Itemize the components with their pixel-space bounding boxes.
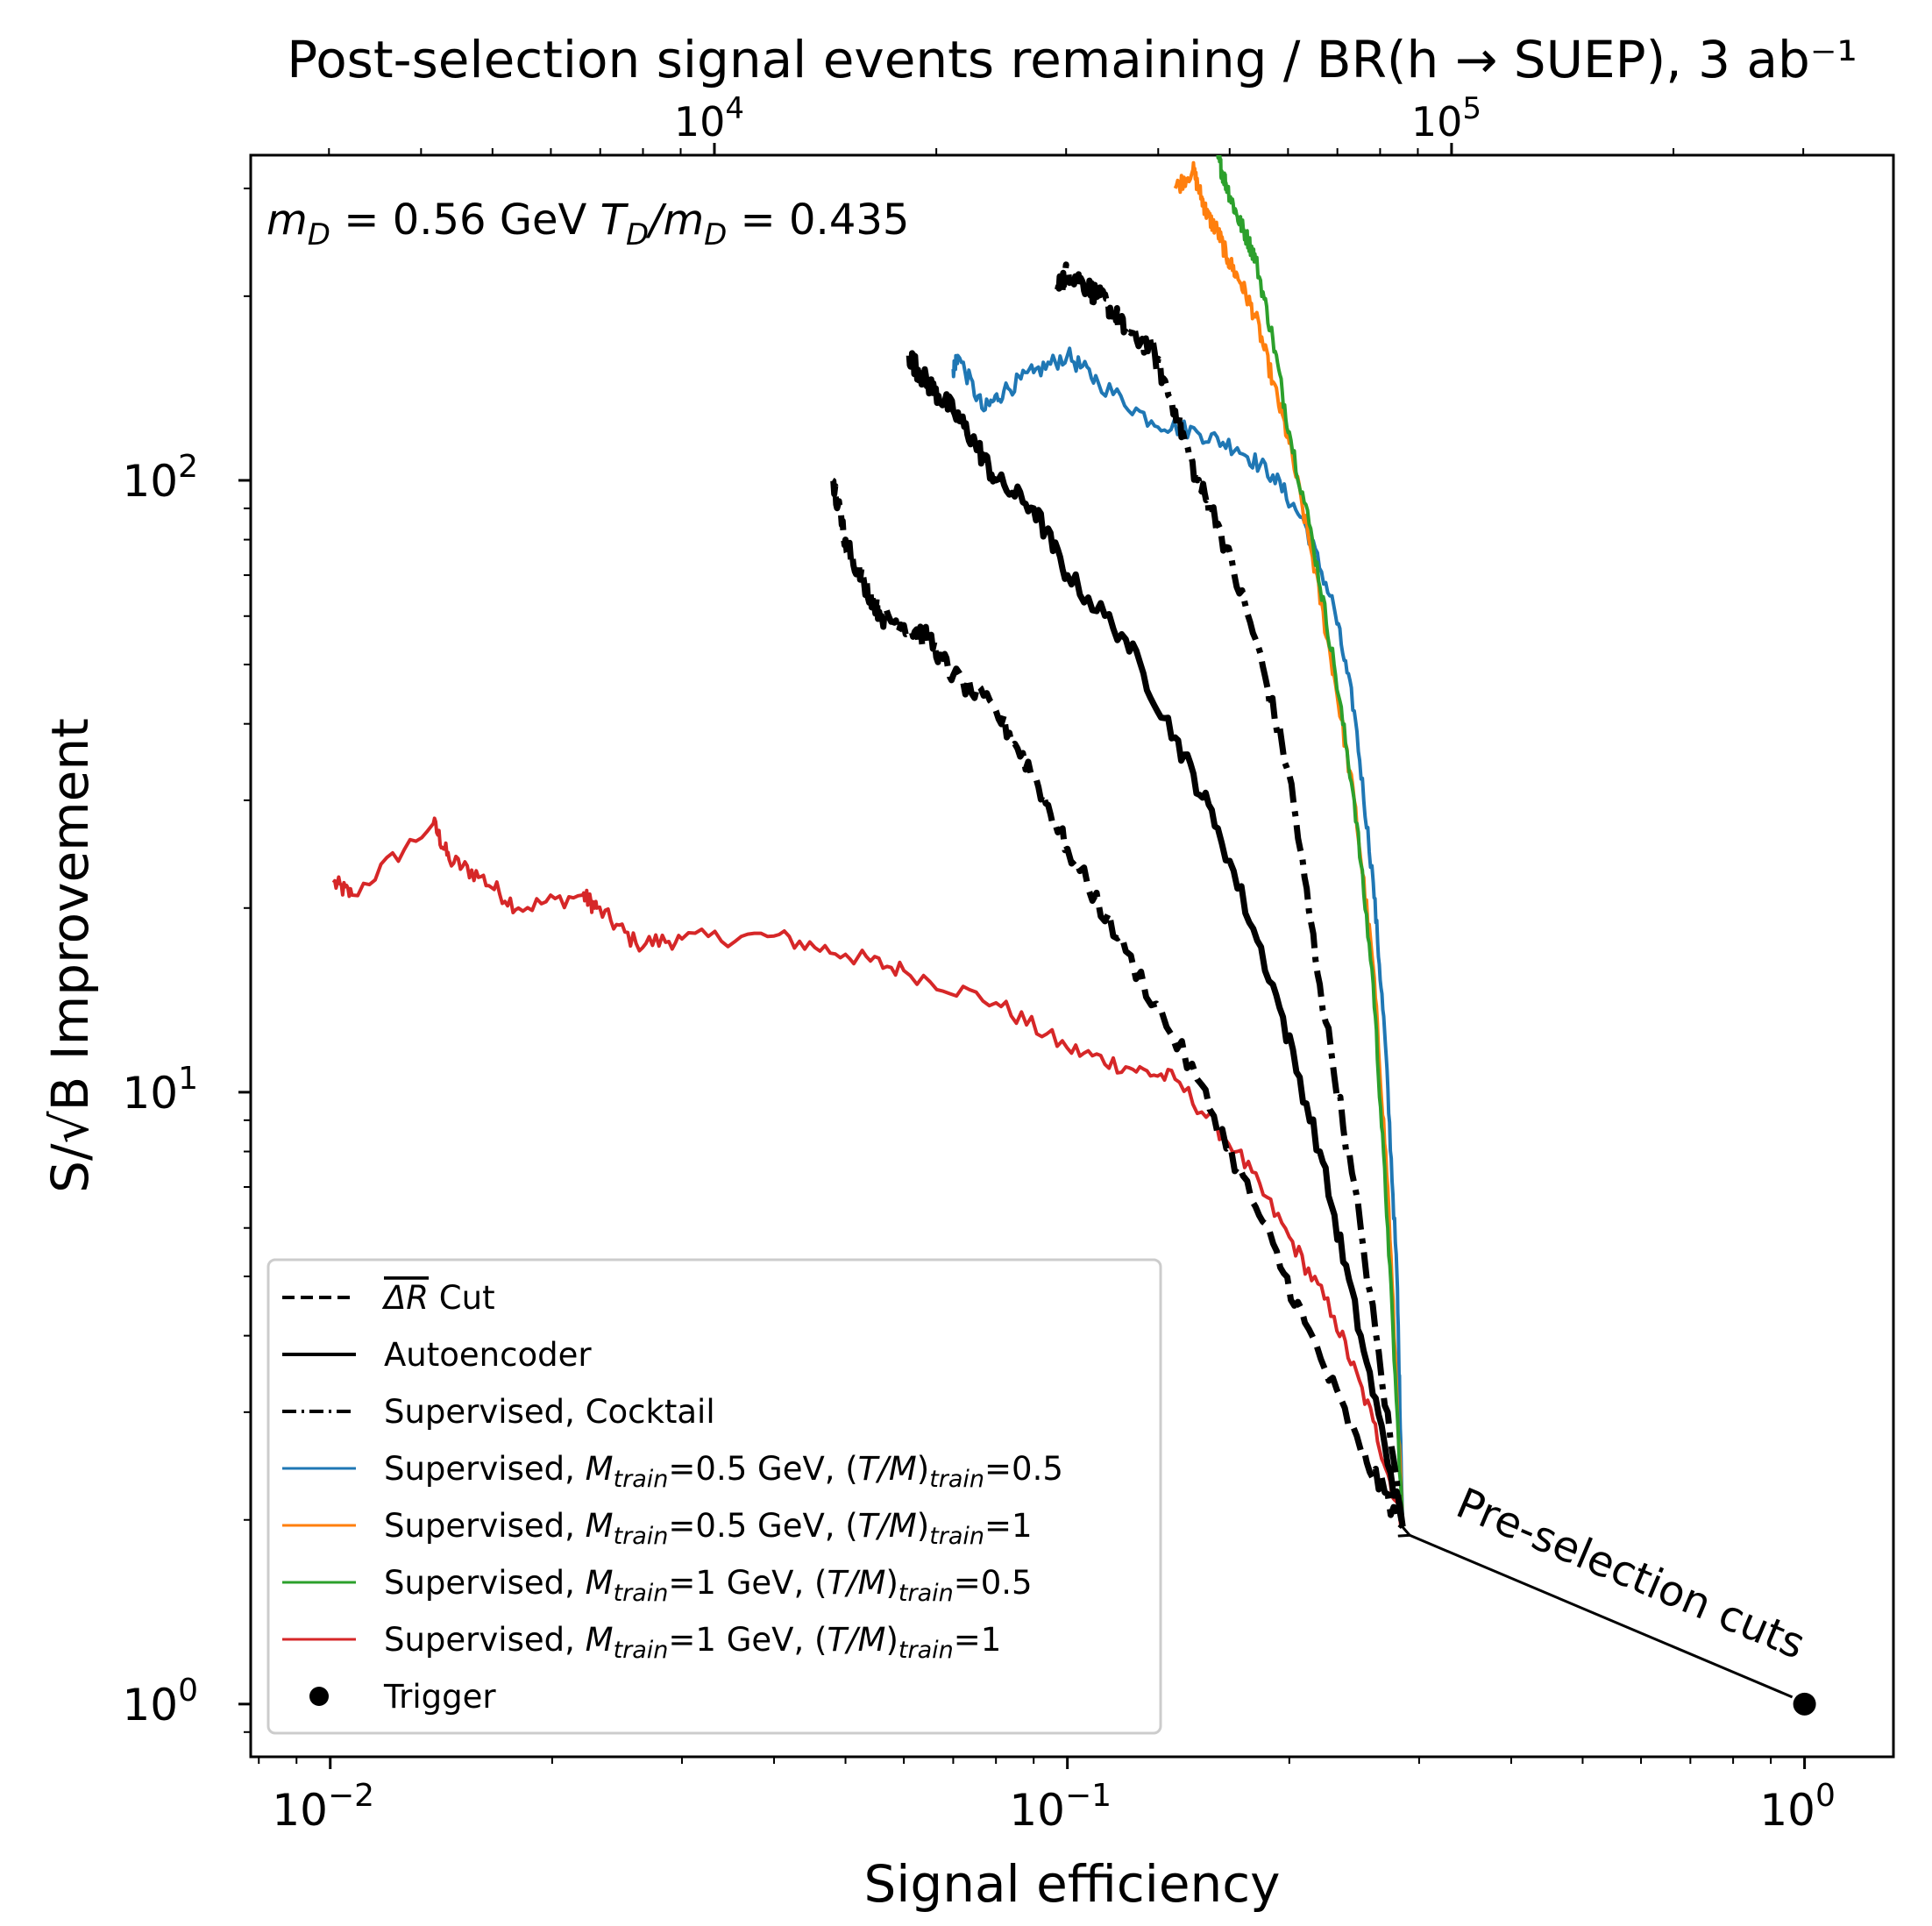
y-axis-title: S/√B Improvement [40, 718, 100, 1193]
y-tick-label: 100 [122, 1673, 198, 1731]
top-tick-label: 105 [1411, 91, 1481, 146]
x-tick-label: 10−2 [272, 1778, 374, 1836]
series-layer [331, 155, 1406, 1530]
parameter-annotation: mD = 0.56 GeV TD/mD = 0.435 [266, 195, 909, 252]
top-axis-title: Post-selection signal events remaining /… [287, 30, 1857, 89]
x-axis: 10−2 10−1 100 [258, 1757, 1836, 1836]
legend-label: Supervised, Mtrain=1 GeV, (T/M)train=1 [384, 1621, 1001, 1664]
x-tick-label: 100 [1759, 1778, 1836, 1836]
series-line-5 [906, 350, 1406, 1527]
legend-box [266, 1258, 1162, 1735]
series-line-0 [331, 816, 1404, 1528]
series-line-6 [830, 477, 1405, 1530]
legend-label: Supervised, Cocktail [384, 1393, 715, 1431]
top-tick-label: 104 [674, 91, 744, 146]
series-line-4 [1055, 261, 1406, 1528]
x-axis-title: Signal efficiency [863, 1854, 1280, 1914]
legend-label: Supervised, Mtrain=1 GeV, (T/M)train=0.5 [384, 1564, 1033, 1607]
y-tick-label: 102 [122, 449, 198, 507]
legend-label: Supervised, Mtrain=0.5 GeV, (T/M)train=0… [384, 1450, 1063, 1493]
legend-label: Autoencoder [384, 1336, 592, 1374]
legend-trigger-marker [309, 1687, 329, 1706]
legend: ΔR Cut Autoencoder Supervised, Cocktail Sup… [266, 1258, 1162, 1735]
pre-selection-arrow [1410, 1535, 1793, 1699]
y-axis: 100 101 102 [122, 187, 251, 1733]
trigger-point [1793, 1692, 1816, 1716]
y-tick-label: 101 [122, 1061, 198, 1119]
legend-label: Trigger [383, 1678, 496, 1716]
series-line-3 [1216, 155, 1405, 1527]
top-axis: 104 105 [328, 91, 1805, 155]
legend-label: Supervised, Mtrain=0.5 GeV, (T/M)train=1 [384, 1507, 1033, 1550]
x-tick-label: 10−1 [1009, 1778, 1112, 1836]
plot-frame [249, 153, 1895, 1759]
legend-label: ΔR Cut [381, 1279, 495, 1317]
series-line-1 [951, 346, 1405, 1527]
